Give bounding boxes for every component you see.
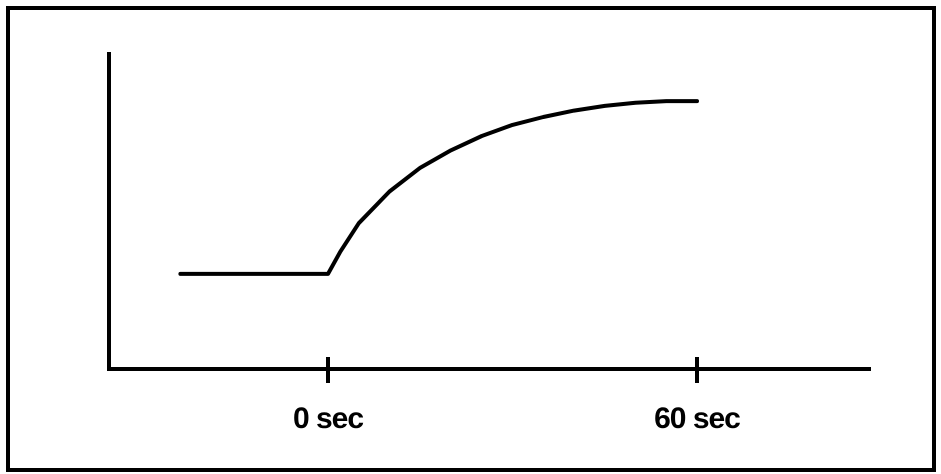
x-tick-labels: 0 sec 60 sec bbox=[293, 402, 741, 435]
series-line bbox=[178, 99, 699, 276]
chart-frame bbox=[6, 6, 936, 472]
x-tick-label: 60 sec bbox=[654, 402, 740, 435]
x-tick-label: 0 sec bbox=[293, 402, 363, 435]
x-ticks bbox=[326, 357, 699, 383]
